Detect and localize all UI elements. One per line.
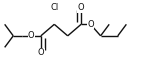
Text: O: O — [78, 3, 84, 12]
Text: O: O — [38, 48, 44, 57]
Text: O: O — [28, 31, 34, 40]
Text: Cl: Cl — [50, 3, 58, 12]
Text: O: O — [87, 20, 94, 29]
